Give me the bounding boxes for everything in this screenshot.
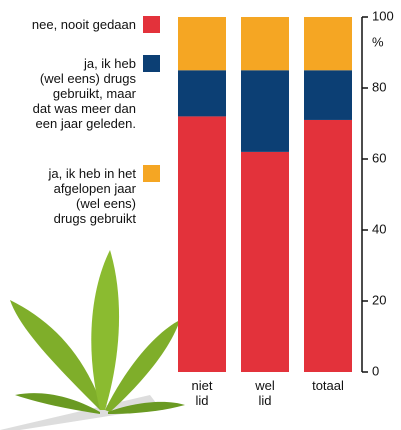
bar-segment: [241, 70, 289, 152]
legend-label: ja, ik heb (wel eens) drugs gebruikt, ma…: [32, 56, 136, 131]
legend-swatch: [143, 16, 160, 33]
legend-label: ja, ik heb in het afgelopen jaar (wel ee…: [48, 166, 136, 226]
bar-segment: [241, 151, 289, 372]
y-tick-label: 100: [372, 8, 394, 23]
legend-label: nee, nooit gedaan: [31, 17, 136, 32]
bar-segment: [304, 70, 352, 120]
leaf-illustration: [0, 250, 185, 430]
y-tick-label: 0: [372, 363, 379, 378]
bar-segment: [178, 70, 226, 117]
y-tick-label: 80: [372, 79, 386, 94]
x-tick-label: wel lid: [255, 378, 275, 408]
x-tick-label: totaal: [312, 378, 344, 393]
bar-segment: [304, 17, 352, 71]
y-tick-label: 60: [372, 150, 386, 165]
bar-segment: [241, 17, 289, 71]
legend-swatch: [143, 55, 160, 72]
y-tick-label: 40: [372, 221, 386, 236]
legend-swatch: [143, 165, 160, 182]
bar-segment: [178, 116, 226, 373]
bar-segment: [304, 119, 352, 372]
y-tick-label: 20: [372, 292, 386, 307]
y-unit: %: [372, 34, 384, 49]
x-tick-label: niet lid: [191, 378, 213, 408]
bar-segment: [178, 17, 226, 71]
